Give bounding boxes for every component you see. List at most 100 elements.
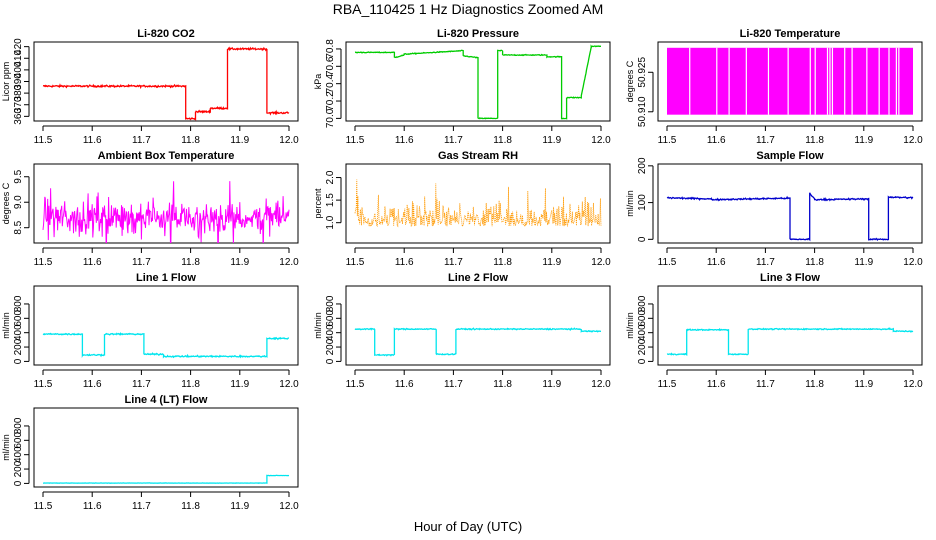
series-rh-trace — [354, 179, 602, 228]
y-tick-label: 70.4 — [325, 74, 336, 94]
y-tick-label: 400 — [13, 446, 24, 463]
x-tick-label: 11.7 — [444, 135, 463, 146]
series-line — [42, 181, 290, 243]
y-tick-label: 70.2 — [325, 91, 336, 111]
series-gap — [866, 47, 868, 115]
x-tick-label: 11.9 — [854, 135, 873, 146]
panel-3: Li-820 Temperature 11.5 11.6 11.7 11.8 11.9 12… — [625, 28, 923, 146]
y-tick-label: 370 — [13, 96, 24, 113]
y-tick-label: 2.0 — [325, 170, 336, 184]
series-line — [354, 327, 601, 357]
y-axis: 50.910 50.925 — [637, 57, 654, 127]
x-axis: 11.5 11.6 11.7 11.8 11.9 12.0 — [658, 125, 923, 146]
y-tick-label: 50.910 — [637, 96, 648, 127]
x-tick-label: 11.6 — [707, 257, 726, 268]
y-axis-label: degrees C — [1, 182, 11, 224]
x-tick-label: 11.8 — [181, 379, 200, 390]
series-gap — [716, 47, 718, 115]
series-gap — [895, 47, 897, 115]
y-axis-label: ml/min — [1, 312, 11, 339]
x-tick-label: 11.5 — [658, 379, 677, 390]
plot-frame — [657, 41, 923, 122]
series-line — [666, 327, 914, 356]
x-tick-label: 11.5 — [34, 257, 53, 268]
y-tick-label: 400 — [325, 324, 336, 341]
series-gap — [689, 47, 691, 115]
panel-title: Line 3 Flow — [760, 272, 820, 284]
series-line — [666, 192, 914, 242]
panel-title: Gas Stream RH — [438, 150, 518, 162]
y-tick-label: 800 — [13, 417, 24, 434]
x-tick-label: 11.6 — [83, 135, 102, 146]
y-tick-label: 800 — [637, 295, 648, 312]
series-points — [354, 179, 602, 228]
y-axis-label: ml/min — [625, 312, 635, 339]
x-tick-label: 11.7 — [132, 379, 151, 390]
y-axis-label: percent — [313, 188, 323, 219]
plot-frame — [33, 163, 299, 244]
series-gap — [728, 47, 730, 115]
x-tick-label: 11.8 — [181, 501, 200, 512]
series-temperature-band — [667, 47, 913, 115]
y-tick-label: 400 — [637, 324, 648, 341]
x-tick-label: 11.7 — [132, 135, 151, 146]
x-tick-label: 11.7 — [756, 135, 775, 146]
y-tick-label: 600 — [13, 310, 24, 327]
y-axis-label: Licor ppm — [1, 62, 11, 102]
panel-title: Li-820 CO2 — [137, 28, 194, 40]
x-axis: 11.5 11.6 11.7 11.8 11.9 12.0 — [34, 491, 299, 512]
series-gap — [787, 47, 789, 115]
x-tick-label: 11.9 — [542, 379, 561, 390]
y-tick-label: 1.5 — [325, 193, 336, 207]
x-axis: 11.5 11.6 11.7 11.8 11.9 12.0 — [34, 125, 299, 146]
x-tick-label: 11.5 — [658, 257, 677, 268]
x-tick-label: 11.9 — [230, 501, 249, 512]
panel-title: Li-820 Temperature — [740, 28, 841, 40]
plot-frame — [345, 163, 611, 244]
x-tick-label: 11.7 — [444, 379, 463, 390]
y-axis-label: degrees C — [625, 60, 635, 102]
y-tick-label: 400 — [13, 61, 24, 78]
x-tick-label: 11.7 — [756, 379, 775, 390]
panel-title: Li-820 Pressure — [437, 28, 519, 40]
y-tick-label: 400 — [13, 324, 24, 341]
x-tick-label: 11.9 — [230, 135, 249, 146]
y-tick-label: 0 — [13, 480, 24, 486]
y-axis-label: ml/min — [313, 312, 323, 339]
y-axis: 1.0 1.5 2.0 — [325, 170, 342, 230]
plot-frame — [345, 285, 611, 366]
x-tick-label: 11.6 — [707, 135, 726, 146]
x-tick-label: 11.9 — [542, 135, 561, 146]
x-axis: 11.5 11.6 11.7 11.8 11.9 12.0 — [658, 247, 923, 268]
y-tick-label: 200 — [325, 338, 336, 355]
panel-9: Line 3 Flow 11.5 11.6 11.7 11.8 11.9 12.0 0 2004… — [625, 272, 923, 390]
panel-5: Gas Stream RH 11.5 11.6 11.7 11.8 11.9 12.0 1.0… — [313, 150, 611, 268]
y-tick-label: 360 — [13, 108, 24, 125]
y-tick-label: 600 — [13, 432, 24, 449]
x-axis: 11.5 11.6 11.7 11.8 11.9 12.0 — [34, 369, 299, 390]
x-tick-label: 11.7 — [444, 257, 463, 268]
x-tick-label: 11.8 — [181, 257, 200, 268]
x-axis: 11.5 11.6 11.7 11.8 11.9 12.0 — [34, 247, 299, 268]
plot-frame — [33, 285, 299, 366]
series-gap — [898, 47, 900, 115]
series-line — [42, 46, 290, 121]
y-tick-label: 420 — [13, 38, 24, 55]
panel-title: Line 2 Flow — [448, 272, 508, 284]
y-tick-label: 800 — [13, 295, 24, 312]
figure-title: RBA_110425 1 Hz Diagnostics Zoomed AM — [333, 1, 604, 17]
series-line — [43, 474, 290, 484]
x-tick-label: 11.6 — [395, 257, 414, 268]
y-tick-label: 70.8 — [325, 39, 336, 59]
series-gap — [809, 47, 811, 115]
x-tick-label: 11.5 — [34, 501, 53, 512]
panel-1: Li-820 CO2 11.5 11.6 11.7 11.8 11.9 12.0 360370… — [1, 28, 299, 146]
x-tick-label: 11.5 — [346, 257, 365, 268]
series-gap — [826, 47, 829, 115]
series-band-fill — [667, 47, 913, 115]
x-tick-label: 11.6 — [83, 501, 102, 512]
y-tick-label: 0 — [637, 236, 648, 242]
